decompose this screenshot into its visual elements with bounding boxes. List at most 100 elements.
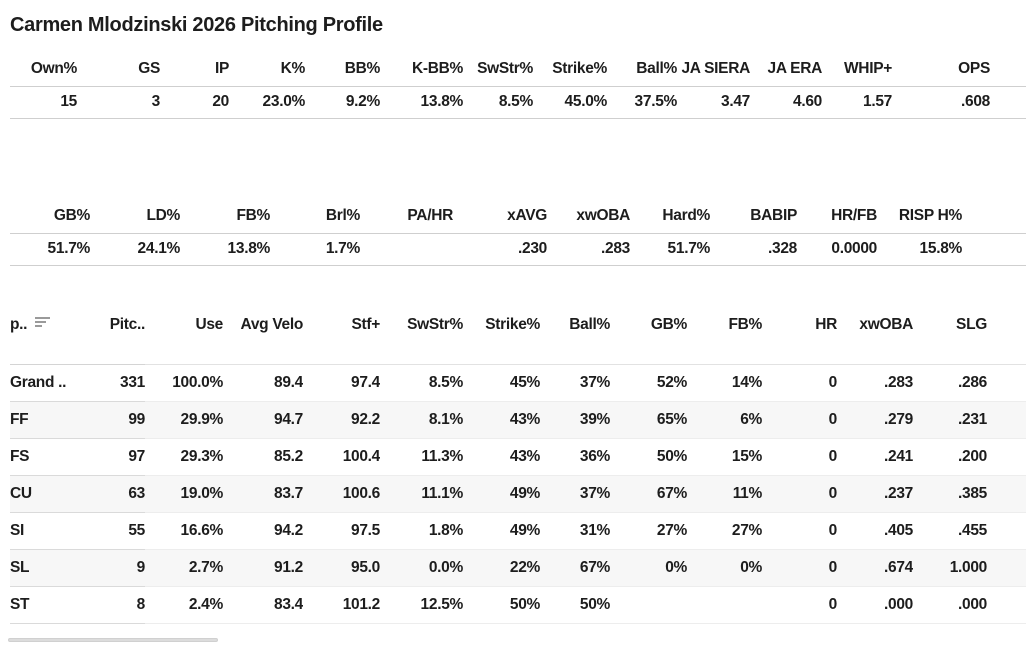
stat-cell: 16.6% [145,512,223,550]
stat-cell: 94.7 [223,401,303,439]
column-header-label: p.. [10,316,28,333]
stat-cell: 0.0000 [797,233,877,266]
stat-cell: 36% [540,438,610,476]
stat-cell: 100.0% [145,364,223,402]
stat-cell: 1.7% [270,233,360,266]
column-header-pitch-type[interactable]: p.. [10,316,80,365]
stat-cell: 67% [540,549,610,587]
pitch-type-cell: SL [10,549,80,587]
stat-cell: 99 [80,401,145,439]
column-header[interactable]: xwOBA [837,316,913,365]
stat-cell: 52% [610,364,687,402]
column-header: Brl% [270,207,360,234]
table-row: ST 8 2.4% 83.4 101.2 12.5% 50% 50% 0.000.000 [10,586,1026,624]
stat-cell: 2.4% [145,586,223,624]
column-header[interactable]: GB% [610,316,687,365]
stat-cell: 12.5% [380,586,463,624]
stat-cell: 85.2 [223,438,303,476]
stat-cell: 100.6 [303,475,380,513]
stat-cell: .286 [913,364,1026,402]
stat-cell: 8.1% [380,401,463,439]
stat-cell: 43% [463,438,540,476]
stat-cell: 13.8% [180,233,270,266]
stat-cell: 22% [463,549,540,587]
stat-cell [360,233,453,266]
stat-cell: 8.5% [380,364,463,402]
stat-cell: 2.7% [145,549,223,587]
column-header[interactable]: HR [762,316,837,365]
batted-ball-header-row: GB% LD% FB% Brl% PA/HR xAVG xwOBA Hard% … [10,207,1026,234]
column-header: LD% [90,207,180,234]
stat-cell: 63 [80,475,145,513]
stat-cell: .000 [837,586,913,624]
stat-cell: 20 [160,86,229,119]
column-header[interactable]: Pitc.. [80,316,145,365]
column-header[interactable]: Avg Velo [223,316,303,365]
stat-cell: 9 [80,549,145,587]
stat-cell: 37% [540,364,610,402]
stat-cell: 50% [540,586,610,624]
stat-cell: .237 [837,475,913,513]
stat-cell: 101.2 [303,586,380,624]
pitch-type-cell: CU [10,475,80,513]
stat-cell: .283 [547,233,630,266]
stat-cell: 6% [687,401,762,439]
column-header[interactable]: Strike% [463,316,540,365]
column-header: FB% [180,207,270,234]
column-header[interactable]: FB% [687,316,762,365]
stat-cell: 89.4 [223,364,303,402]
stat-cell: 1.57 [822,86,892,119]
stat-cell: 51.7% [10,233,90,266]
column-header: Strike% [533,60,607,87]
column-header: xAVG [453,207,547,234]
stat-cell: 4.60 [750,86,822,119]
stat-cell: 49% [463,475,540,513]
column-header[interactable]: SwStr% [380,316,463,365]
pitch-type-cell: SI [10,512,80,550]
stat-cell: 92.2 [303,401,380,439]
stat-cell: 100.4 [303,438,380,476]
column-header[interactable]: Use [145,316,223,365]
column-header[interactable]: Stf+ [303,316,380,365]
stat-cell: 49% [463,512,540,550]
column-header[interactable]: Ball% [540,316,610,365]
column-header[interactable]: SLG [913,316,1026,365]
column-header: GB% [10,207,90,234]
horizontal-scrollbar[interactable] [8,638,1028,644]
stat-cell: 50% [610,438,687,476]
stat-cell: .385 [913,475,1026,513]
column-header: OPS [892,60,1026,87]
stat-cell: 24.1% [90,233,180,266]
stat-cell: 45% [463,364,540,402]
stat-cell: 27% [687,512,762,550]
stat-cell: 331 [80,364,145,402]
stat-cell: 0 [762,549,837,587]
stat-cell: 13.8% [380,86,463,119]
column-header: Hard% [630,207,710,234]
stat-cell: 0 [762,364,837,402]
stat-cell: 8 [80,586,145,624]
stat-cell: 0% [610,549,687,587]
sort-descending-icon[interactable] [35,317,51,327]
table-row: FF 99 29.9% 94.7 92.2 8.1% 43% 39% 65% 6% 0.279.23… [10,401,1026,439]
pitch-type-cell: FF [10,401,80,439]
stat-cell: 95.0 [303,549,380,587]
stat-cell: 8.5% [463,86,533,119]
stat-cell: .405 [837,512,913,550]
stat-cell: 39% [540,401,610,439]
stat-cell: .279 [837,401,913,439]
table-row: CU 63 19.0% 83.7 100.6 11.1% 49% 37% 67% 11% 0.237… [10,475,1026,513]
stat-cell: 97.5 [303,512,380,550]
stat-cell: 9.2% [305,86,380,119]
stat-cell: 55 [80,512,145,550]
scrollbar-thumb[interactable] [8,638,218,642]
table-row: SL 9 2.7% 91.2 95.0 0.0% 22% 67% 0% 0% 0.674 1.000 [10,549,1026,587]
stat-cell: 15.8% [877,233,1026,266]
stat-cell: 23.0% [229,86,305,119]
stat-cell: .608 [892,86,1026,119]
column-header: JA ERA [750,60,822,87]
pitching-profile-page: Carmen Mlodzinski 2026 Pitching Profile … [0,14,1036,642]
batted-ball-summary-table: GB% LD% FB% Brl% PA/HR xAVG xwOBA Hard% … [10,207,1026,266]
page-title: Carmen Mlodzinski 2026 Pitching Profile [10,14,383,36]
pitch-type-cell: FS [10,438,80,476]
